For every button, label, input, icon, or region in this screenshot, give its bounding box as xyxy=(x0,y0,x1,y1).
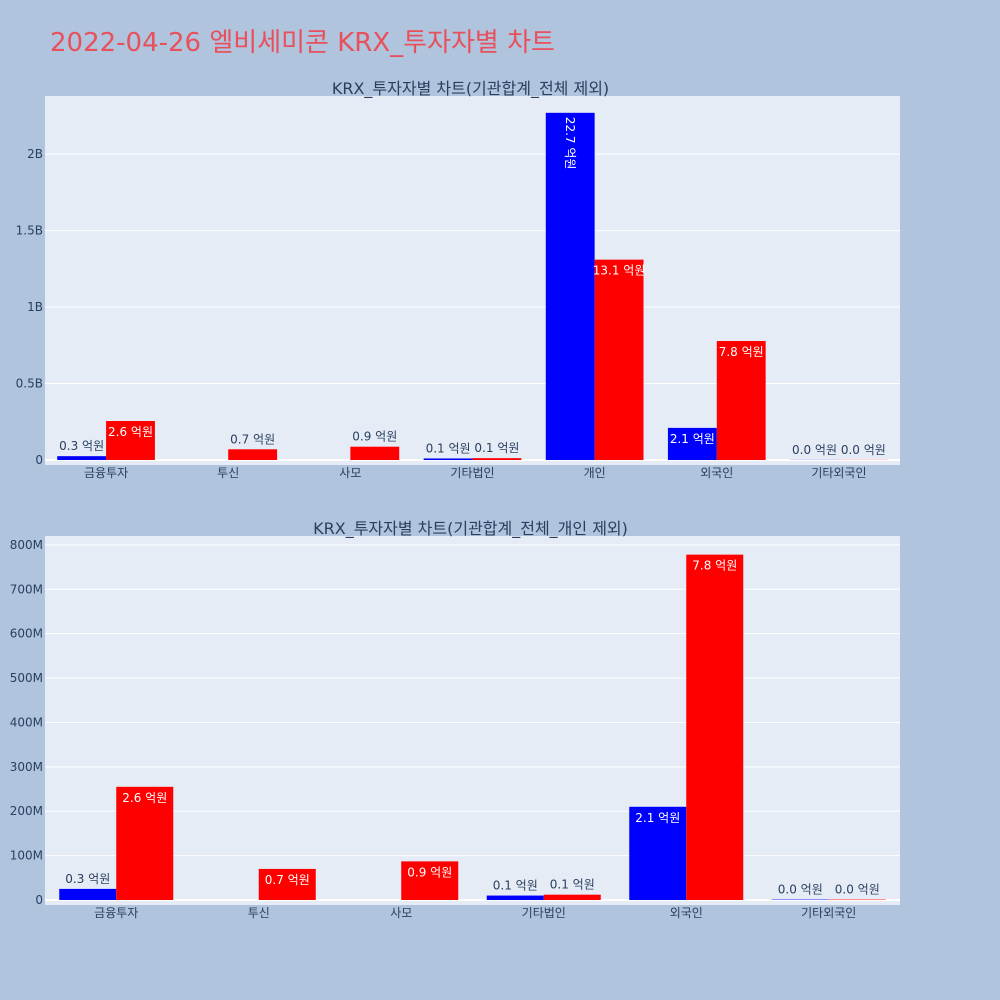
plot-area xyxy=(45,536,900,905)
data-label: 0.0 억원 xyxy=(778,883,823,897)
y-tick-label: 1B xyxy=(27,300,43,314)
data-label: 0.1 억원 xyxy=(550,878,595,892)
y-tick-label: 2B xyxy=(27,147,43,161)
data-label: 0.0 억원 xyxy=(841,443,886,457)
data-label: 0.0 억원 xyxy=(792,443,837,457)
y-tick-label: 600M xyxy=(10,627,43,641)
y-tick-label: 300M xyxy=(10,760,43,774)
bar xyxy=(545,112,595,460)
data-label: 0.0 억원 xyxy=(835,883,880,897)
data-label: 7.8 억원 xyxy=(719,345,764,359)
x-tick-label: 투신 xyxy=(248,906,270,920)
x-tick-label: 사모 xyxy=(339,466,361,480)
y-tick-label: 0 xyxy=(35,893,43,907)
bar xyxy=(486,895,544,900)
bar xyxy=(472,458,522,460)
x-tick-label: 기타법인 xyxy=(450,466,494,480)
y-tick-label: 0 xyxy=(35,453,43,467)
data-label: 0.7 억원 xyxy=(230,432,275,446)
bar xyxy=(106,421,155,460)
bar xyxy=(716,341,766,460)
bar xyxy=(59,888,117,900)
bar xyxy=(686,554,744,900)
data-label: 0.1 억원 xyxy=(474,441,519,455)
bar xyxy=(629,806,687,900)
data-label: 0.3 억원 xyxy=(59,439,104,453)
x-tick-label: 기타법인 xyxy=(522,906,566,920)
data-label: 0.7 억원 xyxy=(265,873,310,887)
y-tick-label: 700M xyxy=(10,582,43,596)
x-tick-label: 기타외국인 xyxy=(811,466,866,480)
bar xyxy=(423,458,473,460)
y-tick-label: 0.5B xyxy=(16,377,43,391)
bar xyxy=(401,861,459,900)
data-label: 2.6 억원 xyxy=(122,791,167,805)
x-tick-label: 외국인 xyxy=(670,906,703,920)
y-tick-label: 400M xyxy=(10,715,43,729)
data-label: 0.3 억원 xyxy=(65,872,110,886)
y-tick-label: 1.5B xyxy=(16,224,43,238)
data-label: 0.1 억원 xyxy=(426,441,471,455)
page-title: 2022-04-26 엘비세미콘 KRX_투자자별 차트 xyxy=(50,28,555,58)
data-label: 13.1 억원 xyxy=(593,264,646,278)
y-tick-label: 100M xyxy=(10,849,43,863)
bar xyxy=(258,868,316,900)
bar xyxy=(543,894,601,900)
data-label: 0.1 억원 xyxy=(493,879,538,893)
data-label: 2.1 억원 xyxy=(635,811,680,825)
x-tick-label: 금융투자 xyxy=(94,906,138,920)
y-tick-label: 800M xyxy=(10,538,43,552)
y-tick-label: 500M xyxy=(10,671,43,685)
x-tick-label: 투신 xyxy=(217,466,239,480)
chart-title: KRX_투자자별 차트(기관합계_전체_개인 제외) xyxy=(313,519,628,539)
bar xyxy=(667,427,717,460)
data-label: 22.7 억원 xyxy=(563,117,577,170)
chart-title: KRX_투자자별 차트(기관합계_전체 제외) xyxy=(332,79,609,99)
x-tick-label: 사모 xyxy=(390,906,412,920)
y-tick-label: 200M xyxy=(10,804,43,818)
data-label: 2.1 억원 xyxy=(670,432,715,446)
bar xyxy=(350,446,400,460)
data-label: 0.9 억원 xyxy=(407,865,452,879)
bar xyxy=(116,786,174,900)
plot-area xyxy=(45,96,900,465)
data-label: 7.8 억원 xyxy=(692,559,737,573)
bar xyxy=(57,456,107,460)
bar xyxy=(594,259,644,460)
x-tick-label: 외국인 xyxy=(700,466,733,480)
data-label: 0.9 억원 xyxy=(352,430,397,444)
x-tick-label: 금융투자 xyxy=(84,466,128,480)
bar xyxy=(228,449,278,460)
x-tick-label: 기타외국인 xyxy=(801,906,856,920)
data-label: 2.6 억원 xyxy=(108,425,153,439)
x-tick-label: 개인 xyxy=(584,466,606,480)
